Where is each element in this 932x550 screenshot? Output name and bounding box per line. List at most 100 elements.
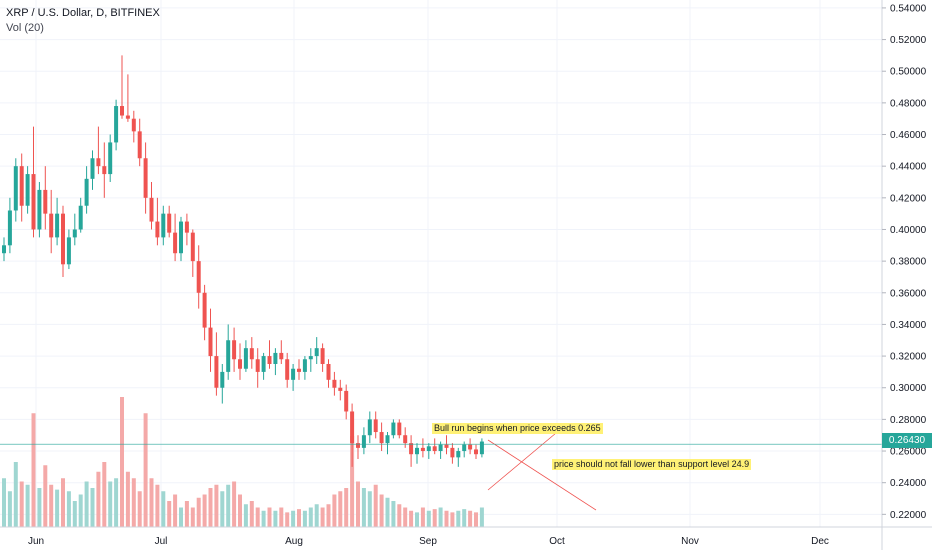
y-tick-label: 0.44000 — [890, 162, 927, 173]
y-tick-label: 0.34000 — [890, 320, 927, 331]
volume-bar — [297, 509, 301, 527]
candle-body — [208, 327, 213, 357]
candle-body — [43, 189, 48, 214]
y-tick-label: 0.54000 — [890, 3, 927, 14]
volume-indicator-legend[interactable]: Vol (20) — [6, 22, 44, 34]
volume-bar — [2, 478, 6, 527]
candle-body — [456, 451, 461, 458]
candle-body — [409, 443, 414, 455]
y-tick-label: 0.42000 — [890, 193, 927, 204]
volume-bar — [373, 484, 378, 527]
candle-body — [468, 444, 473, 450]
candle-body — [273, 352, 278, 364]
candle-body — [267, 356, 272, 364]
candle-body — [214, 356, 219, 388]
y-tick-label: 0.40000 — [890, 225, 927, 236]
volume-bar — [31, 413, 36, 527]
annotation-line-down — [487, 439, 597, 511]
candle-body — [232, 340, 237, 360]
candle-body — [25, 174, 30, 206]
candle-body — [291, 368, 296, 380]
volume-bar — [361, 488, 366, 527]
volume-bar — [55, 489, 60, 527]
candle-body — [479, 441, 484, 455]
volume-bar — [332, 494, 337, 527]
candle-body — [379, 432, 384, 444]
candle-body — [285, 359, 290, 380]
y-tick-label: 0.38000 — [890, 257, 927, 268]
volume-bar — [474, 512, 478, 527]
candle-body — [415, 447, 419, 455]
candle-body — [173, 232, 178, 254]
candle-body — [161, 213, 166, 238]
volume-bar — [61, 478, 65, 527]
volume-bar — [173, 494, 178, 527]
y-tick-label: 0.24000 — [890, 478, 927, 489]
candle-body — [238, 359, 242, 369]
volume-bar — [326, 504, 331, 527]
volume-bar — [261, 510, 266, 527]
last-price-label: 0.26430 — [882, 433, 932, 448]
candle-body — [120, 106, 124, 116]
volume-bar — [72, 501, 77, 527]
candle-body — [391, 422, 396, 436]
volume-bar — [379, 494, 384, 527]
candle-body — [432, 446, 437, 452]
x-tick-label: Sep — [419, 536, 437, 547]
candle-body — [190, 232, 195, 262]
volume-bar — [462, 509, 467, 527]
candle-body — [37, 189, 42, 230]
volume-bar — [208, 488, 213, 527]
candle-body — [426, 446, 431, 452]
volume-bar — [285, 512, 290, 527]
volume-bar — [196, 497, 201, 527]
candle-body — [314, 348, 319, 357]
volume-bar — [444, 510, 449, 527]
volume-bar — [25, 484, 30, 527]
candle-body — [202, 292, 207, 328]
candle-body — [19, 166, 24, 206]
volume-bar — [184, 501, 189, 527]
volume-bar — [238, 494, 242, 527]
volume-bar — [456, 510, 461, 527]
volume-bar — [344, 488, 349, 527]
volume-bar — [19, 481, 24, 527]
y-tick-label: 0.50000 — [890, 67, 927, 78]
annotation-note-support[interactable]: price should not fall lower than support… — [552, 459, 752, 470]
volume-bar — [426, 510, 431, 527]
candle-body — [55, 213, 60, 238]
volume-bar — [43, 465, 48, 527]
x-tick-label: Jul — [155, 536, 168, 547]
candle-body — [308, 356, 313, 360]
candle-body — [196, 261, 201, 293]
candle-body — [367, 419, 372, 436]
volume-bar — [102, 462, 107, 527]
candle-body — [66, 237, 71, 265]
volume-bar — [84, 481, 89, 527]
y-axis-ticks: 0.22000 0.24000 0.26000 0.28000 0.30000 0.320… — [882, 3, 927, 521]
candle-body — [420, 447, 425, 452]
volume-bar — [125, 471, 130, 527]
volume-bar — [385, 497, 390, 527]
candle-body — [450, 447, 455, 458]
candle-body — [344, 390, 349, 412]
symbol-legend[interactable]: XRP / U.S. Dollar, D, BITFINEX — [6, 7, 160, 19]
annotation-note-bull-run[interactable]: Bull run begins when price exceeds 0.265 — [432, 423, 603, 434]
x-tick-label: Dec — [811, 536, 829, 547]
volume-bar — [249, 501, 254, 527]
volume-bar — [308, 507, 313, 527]
y-tick-label: 0.28000 — [890, 415, 927, 426]
volume-bar — [338, 491, 343, 527]
volume-bar — [179, 507, 183, 527]
volume-bar — [96, 471, 101, 527]
volume-bar — [137, 491, 142, 527]
candle-body — [78, 205, 83, 230]
volume-bar — [108, 481, 113, 527]
volume-bar — [468, 510, 473, 527]
volume-bar — [314, 504, 319, 527]
candle-body — [31, 174, 36, 230]
y-tick-label: 0.48000 — [890, 98, 927, 109]
candle-body — [361, 435, 366, 448]
x-tick-label: Aug — [285, 536, 303, 547]
